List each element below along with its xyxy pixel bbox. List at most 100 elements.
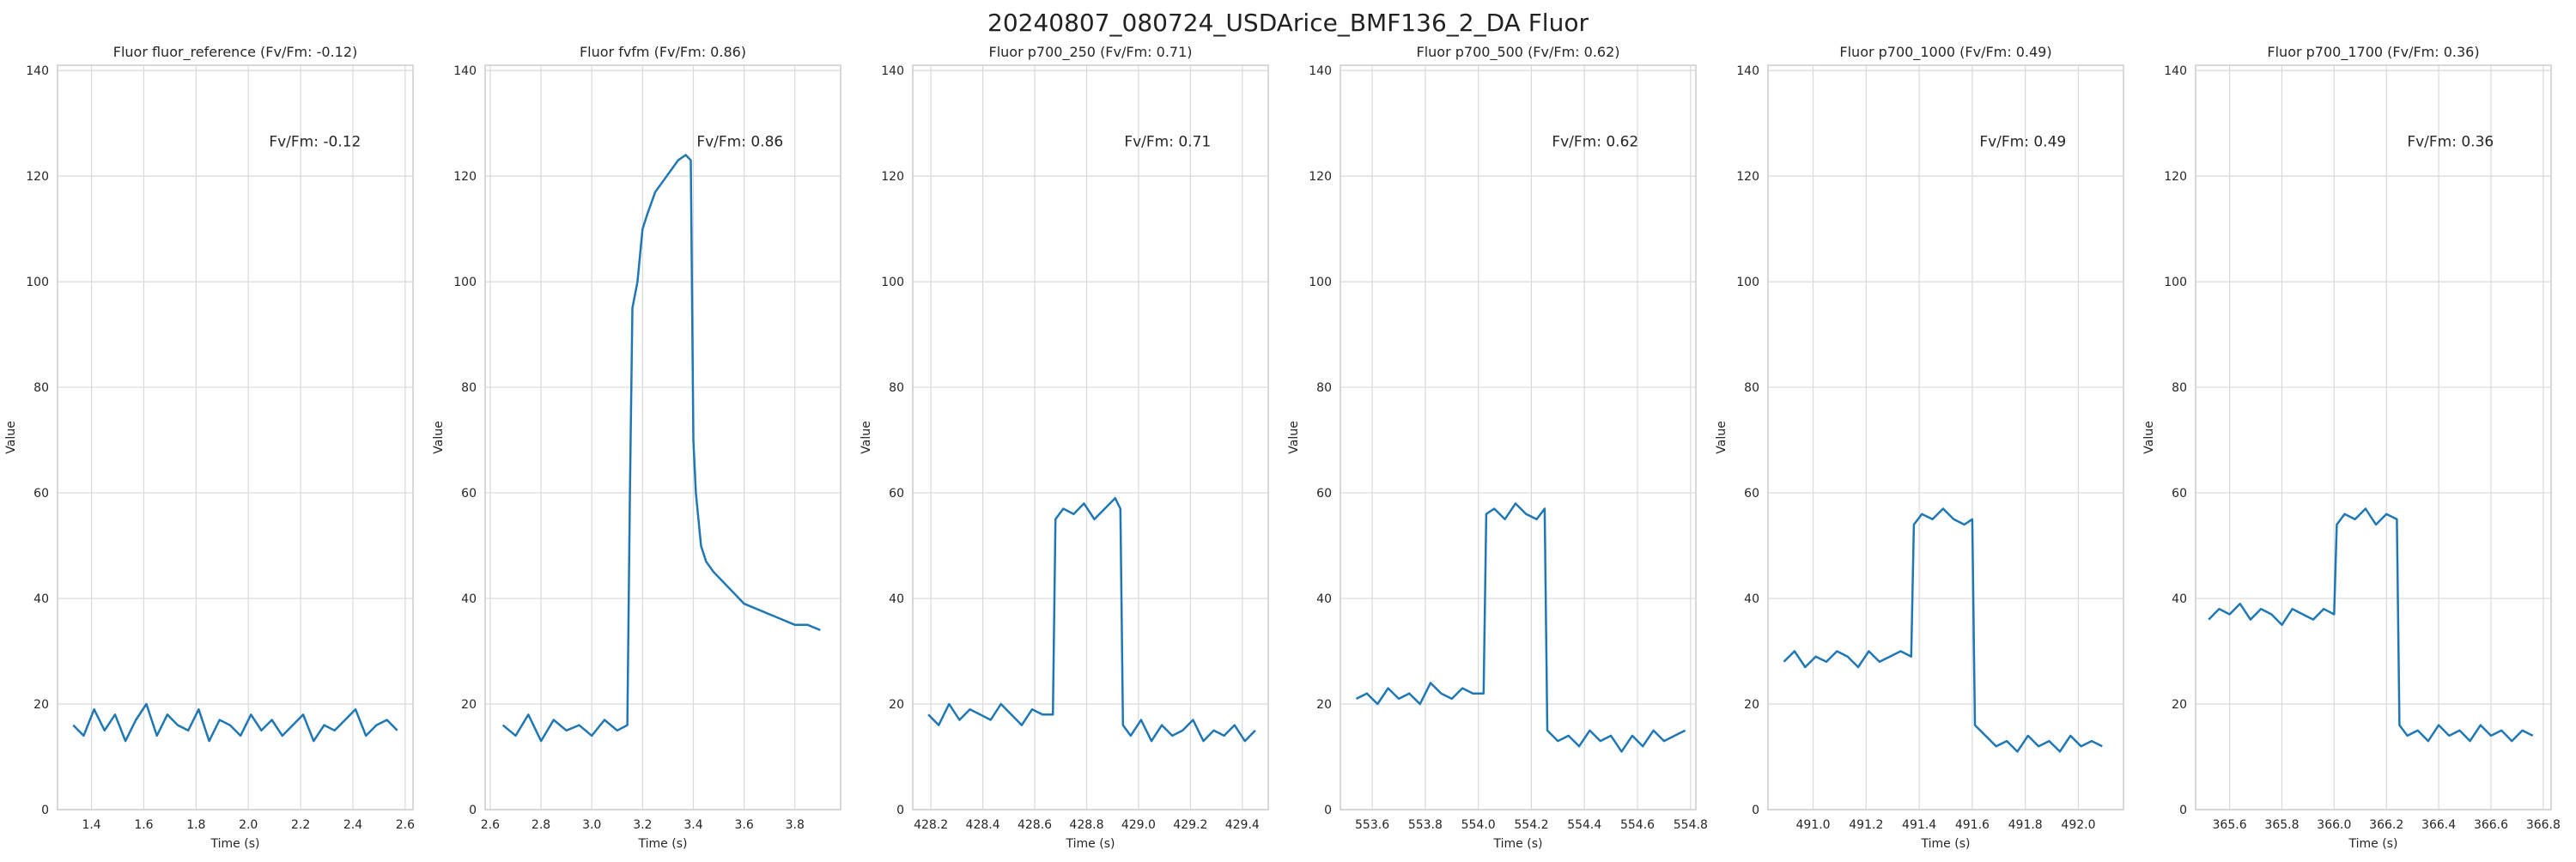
y-tick-label: 140: [881, 64, 904, 78]
y-axis-label: Value: [2142, 421, 2156, 453]
x-tick-label: 553.6: [1355, 818, 1389, 832]
y-tick-label: 100: [453, 276, 477, 289]
y-tick-label: 20: [1316, 698, 1332, 712]
subplot-2: 0 20 40 60 80 100 120 140 2.6 2.8 3.0 3.2 3.4 3.6 3.8 F…: [432, 44, 841, 851]
x-axis-label: Time (s): [210, 837, 260, 851]
x-tick-label: 1.8: [186, 818, 205, 832]
y-tick-label: 0: [1752, 804, 1759, 817]
subplot-title: Fluor p700_1700 (Fv/Fm: 0.36): [2267, 44, 2479, 61]
y-tick-label: 120: [2164, 170, 2187, 184]
subplot-5: 0 20 40 60 80 100 120 140 491.0 491.2 491.4 491.6 49…: [1715, 44, 2124, 851]
x-axis-label: Time (s): [638, 837, 688, 851]
series-line: [72, 702, 398, 743]
fvfm-annotation: Fv/Fm: 0.36: [2407, 134, 2494, 151]
x-axis-label: Time (s): [2348, 837, 2398, 851]
subplot-4: 0 20 40 60 80 100 120 140 553.6 553.8 554.0 554.2 55…: [1287, 44, 1708, 851]
x-tick-label: 366.4: [2421, 818, 2456, 832]
fvfm-annotation: Fv/Fm: 0.71: [1124, 134, 1211, 151]
series-line: [501, 154, 821, 743]
y-tick-label: 60: [1316, 487, 1332, 501]
x-tick-label: 3.8: [786, 818, 805, 832]
x-tick-label: 554.4: [1567, 818, 1601, 832]
x-tick-label: 428.6: [1018, 818, 1052, 832]
y-tick-label: 140: [26, 64, 49, 78]
subplot-3: 0 20 40 60 80 100 120 140 428.2 428.4 428.6 428.8 42…: [860, 44, 1269, 851]
x-tick-label: 554.6: [1620, 818, 1655, 832]
plot-frame: [2195, 64, 2552, 810]
y-tick-label: 40: [1744, 592, 1759, 606]
x-tick-label: 428.4: [966, 818, 1000, 832]
plot-frame: [57, 64, 414, 810]
x-tick-label: 3.0: [582, 818, 601, 832]
x-tick-label: 1.4: [82, 818, 100, 832]
y-tick-label: 60: [1744, 487, 1759, 501]
y-tick-label: 100: [1309, 276, 1332, 289]
series-line: [2208, 507, 2534, 743]
y-tick-label: 40: [461, 592, 477, 606]
y-tick-label: 120: [453, 170, 477, 184]
x-tick-label: 3.2: [633, 818, 652, 832]
y-tick-label: 100: [881, 276, 904, 289]
y-tick-label: 80: [889, 381, 904, 395]
x-tick-label: 2.4: [343, 818, 362, 832]
x-tick-label: 366.6: [2474, 818, 2508, 832]
fvfm-annotation: Fv/Fm: 0.49: [1979, 134, 2066, 151]
y-tick-label: 80: [2172, 381, 2187, 395]
x-tick-label: 366.2: [2369, 818, 2403, 832]
series-line: [1783, 507, 2103, 753]
x-tick-label: 365.8: [2264, 818, 2299, 832]
y-tick-label: 40: [2172, 592, 2187, 606]
y-tick-label: 0: [2179, 804, 2187, 817]
y-tick-label: 80: [1316, 381, 1332, 395]
x-tick-label: 553.8: [1408, 818, 1443, 832]
x-tick-label: 491.6: [1955, 818, 1990, 832]
subplot-title: Fluor p700_1000 (Fv/Fm: 0.49): [1839, 44, 2051, 61]
y-axis-label: Value: [4, 421, 18, 453]
x-tick-label: 2.0: [239, 818, 258, 832]
x-tick-label: 429.2: [1173, 818, 1207, 832]
y-tick-label: 20: [2172, 698, 2187, 712]
y-tick-label: 120: [1309, 170, 1332, 184]
x-tick-label: 3.6: [734, 818, 753, 832]
x-tick-label: 491.2: [1849, 818, 1883, 832]
x-tick-label: 366.8: [2526, 818, 2561, 832]
y-tick-label: 0: [1324, 804, 1332, 817]
y-axis-label: Value: [1287, 421, 1301, 453]
y-tick-label: 80: [461, 381, 477, 395]
y-tick-label: 60: [2172, 487, 2187, 501]
y-tick-label: 0: [896, 804, 904, 817]
x-tick-label: 2.6: [481, 818, 500, 832]
plot-frame: [1767, 64, 2124, 810]
y-axis-label: Value: [860, 421, 873, 453]
y-axis-label: Value: [432, 421, 446, 453]
x-tick-label: 491.8: [2008, 818, 2043, 832]
x-tick-label: 554.2: [1514, 818, 1548, 832]
y-tick-label: 0: [469, 804, 477, 817]
y-tick-label: 60: [461, 487, 477, 501]
y-tick-label: 20: [1744, 698, 1759, 712]
x-tick-label: 429.0: [1121, 818, 1156, 832]
y-tick-label: 100: [26, 276, 49, 289]
y-axis-label: Value: [1715, 421, 1728, 453]
subplot-title: Fluor fluor_reference (Fv/Fm: -0.12): [113, 44, 358, 61]
y-tick-label: 120: [881, 170, 904, 184]
x-tick-label: 428.2: [914, 818, 948, 832]
y-tick-label: 20: [33, 698, 49, 712]
x-axis-label: Time (s): [1921, 837, 1971, 851]
plot-frame: [912, 64, 1269, 810]
fvfm-annotation: Fv/Fm: -0.12: [269, 134, 361, 151]
y-tick-label: 20: [461, 698, 477, 712]
x-tick-label: 492.0: [2061, 818, 2095, 832]
series-line: [927, 496, 1256, 743]
y-tick-label: 80: [1744, 381, 1759, 395]
x-tick-label: 2.6: [396, 818, 415, 832]
x-axis-label: Time (s): [1066, 837, 1115, 851]
x-tick-label: 3.4: [683, 818, 702, 832]
plot-frame: [1340, 64, 1697, 810]
y-tick-label: 40: [1316, 592, 1332, 606]
x-tick-label: 1.6: [134, 818, 153, 832]
subplot-1: 0 20 40 60 80 100 120 140 1.4 1.6 1.8 2.0 2.2 2.4 2.6 F…: [4, 44, 415, 851]
x-tick-label: 491.4: [1902, 818, 1936, 832]
